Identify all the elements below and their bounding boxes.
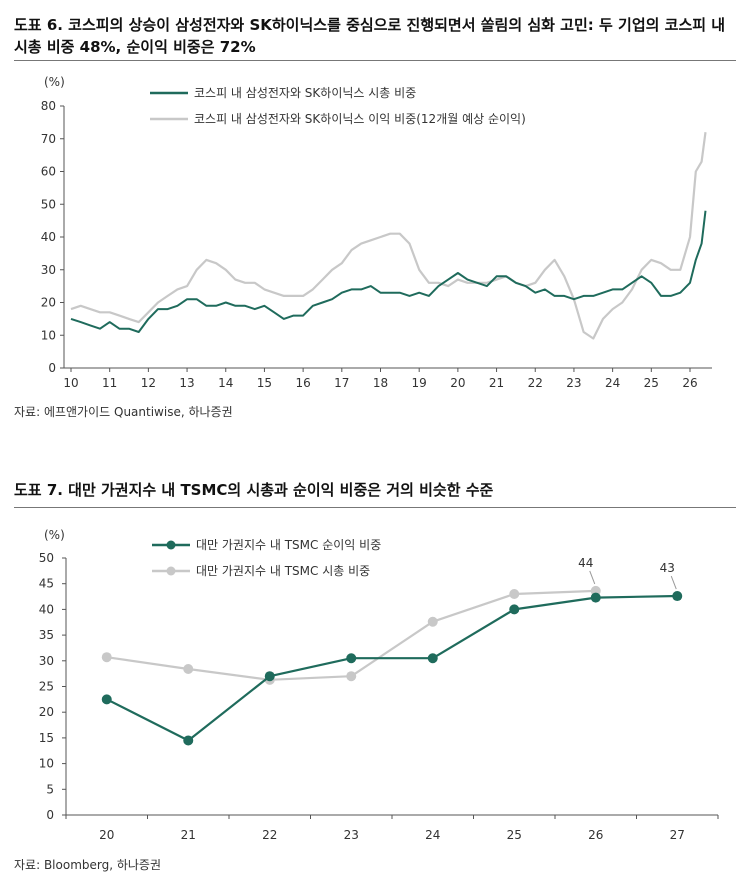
- chart-2-xtick-label: 23: [344, 828, 359, 842]
- chart-2-legend-marker-2: [166, 566, 176, 576]
- chart-2-ytick-label: 35: [39, 628, 54, 642]
- figure-6-title: 도표 6. 코스피의 상승이 삼성전자와 SK하이닉스를 중심으로 진행되면서 …: [14, 16, 726, 56]
- figure-7-rule: [14, 507, 736, 508]
- chart-2-ytick-label: 5: [46, 782, 54, 796]
- figure-7-source: 자료: Bloomberg, 하나증권: [14, 858, 162, 872]
- chart-2-ytick-label: 40: [39, 602, 54, 616]
- chart-1-xtick-label: 19: [412, 376, 427, 390]
- chart-2-point-2: [101, 652, 112, 663]
- chart-1-xtick-label: 18: [373, 376, 388, 390]
- chart-1-ytick-label: 0: [48, 361, 56, 375]
- chart-1-ytick-label: 10: [41, 328, 56, 342]
- chart-2-ytick-label: 0: [46, 808, 54, 822]
- chart-2-point-2: [183, 664, 194, 675]
- chart-1-xtick-label: 20: [450, 376, 465, 390]
- chart-2-xtick-label: 26: [588, 828, 603, 842]
- chart-2-ytick-label: 45: [39, 577, 54, 591]
- chart-2-ylabel: (%): [44, 528, 65, 542]
- chart-2-point-1: [101, 694, 112, 705]
- chart-2-point-1: [346, 653, 357, 664]
- chart-1-xtick-label: 10: [63, 376, 78, 390]
- chart-2-xtick-label: 21: [181, 828, 196, 842]
- chart-2-legend-label-2: 대만 가권지수 내 TSMC 시총 비중: [196, 564, 370, 578]
- chart-1-xtick-label: 25: [644, 376, 659, 390]
- chart-2-point-1: [672, 591, 683, 602]
- chart-1-xtick-label: 26: [682, 376, 697, 390]
- chart-1-xtick-label: 16: [295, 376, 310, 390]
- chart-1-ylabel: (%): [44, 75, 65, 89]
- chart-1: (%) 0 10 20 30 40 50 60 70 80 10 11 12 13 14 15 16 17 18 19…: [41, 75, 712, 390]
- chart-2-xtick-label: 27: [670, 828, 685, 842]
- chart-2-legend-label-1: 대만 가권지수 내 TSMC 순이익 비중: [196, 538, 381, 552]
- chart-2-series-line-1: [106, 594, 678, 742]
- chart-1-legend-label-1: 코스피 내 삼성전자와 SK하이닉스 시총 비중: [194, 86, 416, 100]
- chart-1-xtick-label: 24: [605, 376, 620, 390]
- chart-1-series-line-1: [70, 210, 707, 333]
- chart-2-point-2: [509, 588, 520, 599]
- chart-2-ytick-label: 10: [39, 757, 54, 771]
- chart-1-xtick-label: 22: [528, 376, 543, 390]
- figure-7-title: 도표 7. 대만 가권지수 내 TSMC의 시총과 순이익 비중은 거의 비슷한…: [14, 481, 494, 499]
- chart-2-annotation-leader-2: [670, 575, 677, 590]
- chart-2-point-1: [427, 653, 438, 664]
- chart-2-series-line-2: [106, 589, 596, 681]
- chart-1-xtick-label: 23: [566, 376, 581, 390]
- chart-2-point-2: [346, 671, 357, 682]
- chart-1-ytick-label: 30: [41, 263, 56, 277]
- chart-1-xtick-label: 15: [257, 376, 272, 390]
- chart-2-xtick-label: 25: [507, 828, 522, 842]
- chart-2: (%) 0 5 10 15 20 25 30 35 40 45 50 20 21 22 23 24 25 26 27 4…: [39, 528, 719, 842]
- chart-2-ytick-label: 30: [39, 654, 54, 668]
- chart-1-xtick-label: 13: [179, 376, 194, 390]
- chart-2-xtick-label: 20: [99, 828, 114, 842]
- chart-1-xtick-label: 11: [102, 376, 117, 390]
- chart-1-legend-label-2: 코스피 내 삼성전자와 SK하이닉스 이익 비중(12개월 예상 순이익): [194, 112, 526, 126]
- chart-1-xtick-label: 21: [489, 376, 504, 390]
- chart-2-point-2: [427, 616, 438, 627]
- chart-1-xtick-label: 12: [141, 376, 156, 390]
- chart-2-xtick-label: 22: [262, 828, 277, 842]
- chart-2-point-1: [264, 671, 275, 682]
- chart-1-ytick-label: 40: [41, 230, 56, 244]
- chart-1-ytick-label: 70: [41, 132, 56, 146]
- chart-2-annotation-1: 44: [578, 556, 593, 570]
- chart-2-ytick-label: 15: [39, 731, 54, 745]
- chart-2-legend-marker-1: [166, 540, 176, 550]
- chart-2-ytick-label: 50: [39, 551, 54, 565]
- chart-2-point-1: [509, 604, 520, 615]
- chart-2-ytick-label: 20: [39, 705, 54, 719]
- chart-1-ytick-label: 50: [41, 197, 56, 211]
- chart-1-ytick-label: 60: [41, 165, 56, 179]
- chart-2-xtick-label: 24: [425, 828, 440, 842]
- chart-1-ytick-label: 20: [41, 296, 56, 310]
- chart-2-point-1: [183, 735, 194, 746]
- chart-2-ytick-label: 25: [39, 680, 54, 694]
- figure-6-rule: [14, 60, 736, 61]
- figure-6-source: 자료: 에프앤가이드 Quantiwise, 하나증권: [14, 405, 233, 419]
- chart-2-annotation-2: 43: [660, 561, 675, 575]
- chart-1-ytick-label: 80: [41, 99, 56, 113]
- chart-2-annotation-leader-1: [589, 570, 596, 585]
- chart-1-series-line-2: [70, 132, 707, 340]
- chart-1-xtick-label: 17: [334, 376, 349, 390]
- chart-1-xtick-label: 14: [218, 376, 233, 390]
- chart-2-point-1: [590, 592, 601, 603]
